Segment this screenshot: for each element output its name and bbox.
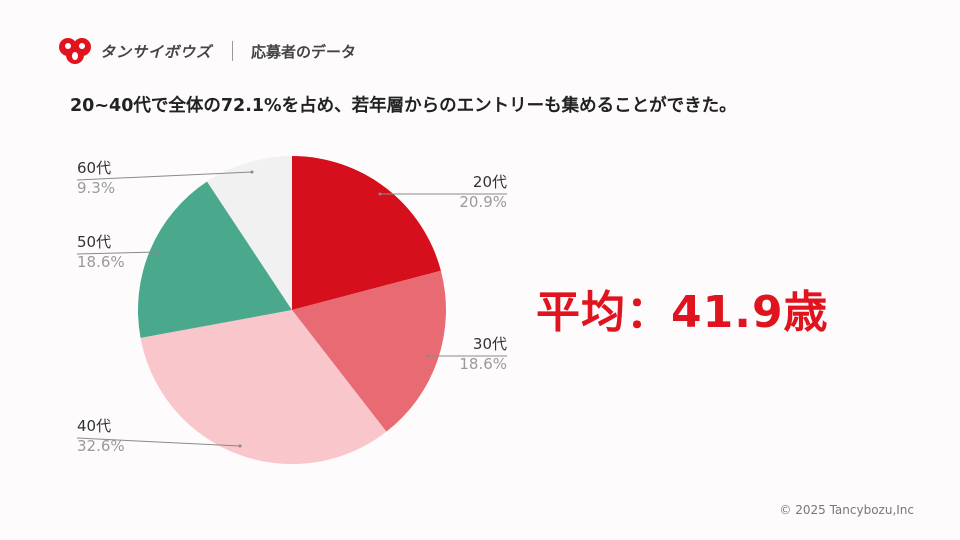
slice-label-percent: 32.6% xyxy=(77,437,125,455)
pie-slice xyxy=(140,310,387,465)
slice-label-name: 30代 xyxy=(472,335,507,353)
brand-name: タンサイボウズ xyxy=(100,42,213,61)
slice-label-name: 40代 xyxy=(77,417,112,435)
pie-slice xyxy=(207,156,292,310)
slice-label: 20代 20.9% xyxy=(459,172,507,212)
leader-line xyxy=(76,171,253,181)
section-title: 応募者のデータ xyxy=(251,42,357,61)
logo-icon xyxy=(59,38,91,64)
slice-label-percent: 20.9% xyxy=(459,193,507,211)
slice-label-name: 60代 xyxy=(77,159,112,177)
leader-dot xyxy=(426,354,430,358)
slice-label-name: 20代 xyxy=(472,173,507,191)
headline: 20~40代で全体の72.1%を占め、若年層からのエントリーも集めることができた… xyxy=(70,96,737,116)
slice-label-name: 50代 xyxy=(77,233,112,251)
slice-label: 30代 18.6% xyxy=(459,334,507,374)
leader-line xyxy=(76,251,159,255)
pie-slice xyxy=(292,270,447,432)
pie-slice xyxy=(292,156,441,310)
slice-label: 50代 18.6% xyxy=(77,232,125,272)
slice-label: 60代 9.3% xyxy=(77,158,115,198)
slice-label-percent: 18.6% xyxy=(77,253,125,271)
leader-dot xyxy=(156,250,160,254)
leader-dot xyxy=(238,444,242,448)
average-age: 平均：41.9歳 xyxy=(536,287,829,338)
slice-label: 40代 32.6% xyxy=(77,416,125,456)
leader-dot xyxy=(250,170,254,174)
slice-label-percent: 18.6% xyxy=(459,355,507,373)
header: タンサイボウズ 応募者のデータ xyxy=(58,36,356,66)
leader-dot xyxy=(378,192,382,196)
copyright: © 2025 Tancybozu,Inc xyxy=(779,503,914,517)
slice-label-percent: 9.3% xyxy=(77,179,116,197)
pie-slice xyxy=(138,181,292,338)
leader-line xyxy=(76,437,241,447)
header-divider xyxy=(232,41,234,61)
